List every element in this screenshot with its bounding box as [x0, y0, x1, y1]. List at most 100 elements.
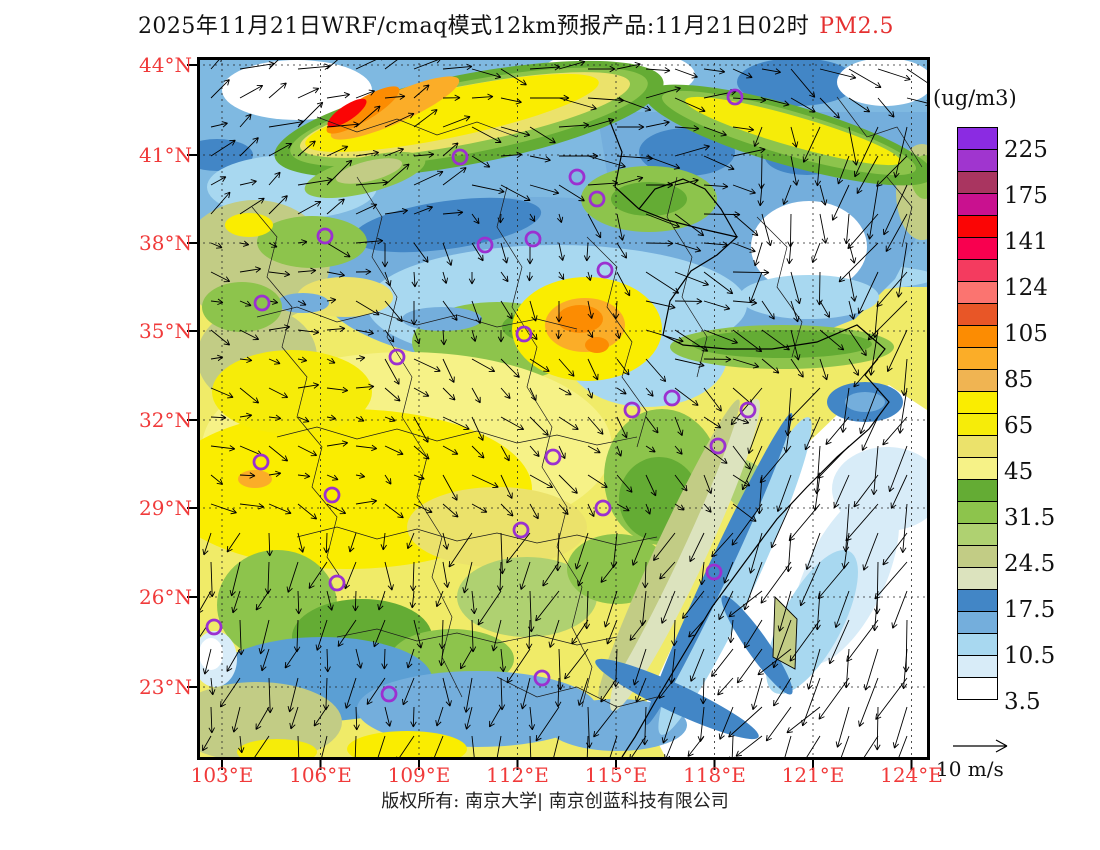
lon-axis-label: 118°E: [683, 763, 746, 787]
wind-arrow: [210, 79, 230, 99]
wind-arrow: [297, 299, 307, 306]
province-border: [886, 176, 913, 248]
wind-arrow: [239, 84, 264, 99]
wind-arrow: [268, 57, 282, 70]
colorbar-cell: [957, 633, 998, 656]
wind-arrow: [471, 242, 484, 262]
wind-arrow: [674, 445, 683, 455]
wind-arrow: [574, 532, 589, 570]
wind-arrow: [354, 735, 357, 760]
wind-arrow: [616, 213, 625, 241]
wind-arrow: [848, 358, 859, 376]
wind-arrow: [209, 677, 216, 696]
wind-arrow: [603, 590, 618, 628]
wind-arrow: [727, 619, 735, 644]
wind-arrow: [761, 97, 790, 107]
wind-arrow: [674, 177, 699, 186]
wind-arrow: [698, 561, 706, 586]
wind-arrow: [208, 706, 215, 734]
colorbar-cell: [957, 523, 998, 546]
colorbar-cell: [957, 171, 998, 194]
wind-arrow: [297, 239, 308, 246]
wind-arrow: [645, 271, 680, 294]
wind-arrow: [470, 590, 478, 615]
wind-arrow: [355, 105, 381, 128]
wind-arrow: [790, 329, 801, 361]
wind-arrow: [535, 706, 560, 742]
wind-arrow: [471, 300, 482, 324]
colorbar-label: 24.5: [1004, 551, 1056, 577]
wind-arrow: [674, 503, 685, 511]
colorbar-cell: [957, 611, 998, 634]
wind-arrow: [736, 648, 763, 684]
wind-arrow: [732, 416, 750, 425]
wind-arrow: [659, 561, 676, 580]
wind-arrow: [355, 444, 378, 452]
wind-arrow: [355, 498, 378, 505]
lat-axis-label: 44°N: [139, 53, 192, 77]
wind-arrow: [645, 445, 656, 453]
wind-arrow: [442, 142, 459, 157]
concentration-region: [197, 682, 342, 760]
wind-arrow: [838, 242, 879, 283]
wind-arrow: [377, 590, 386, 611]
wind-arrow: [406, 648, 415, 669]
wind-arrow: [496, 735, 502, 760]
wind-arrow: [645, 300, 676, 310]
wind-arrow: [732, 184, 756, 195]
city-marker: [568, 168, 586, 186]
wind-arrow: [464, 706, 473, 730]
wind-arrow: [326, 242, 351, 258]
wind-arrow: [268, 241, 278, 248]
wind-arrow: [674, 271, 709, 287]
wind-arrow: [410, 706, 417, 728]
wind-arrow: [268, 445, 289, 462]
wind-arrow: [556, 213, 564, 223]
wind-arrow: [384, 163, 410, 186]
wind-arrow: [848, 329, 867, 357]
wind-arrow: [442, 94, 461, 102]
concentration-region: [330, 76, 460, 140]
wind-arrow: [583, 242, 591, 262]
wind-arrow: [861, 416, 879, 451]
wind-arrow: [210, 354, 224, 362]
wind-arrow: [617, 123, 645, 131]
wind-arrow: [381, 243, 389, 268]
wind-arrow: [326, 325, 346, 333]
city-marker: [533, 669, 551, 687]
wind-arrow: [587, 387, 594, 399]
wind-arrow: [732, 126, 755, 133]
wind-arrow: [616, 445, 623, 457]
wind-arrow: [384, 57, 407, 70]
wind-arrow: [674, 329, 709, 352]
wind-arrow: [231, 706, 241, 733]
wind-arrow: [587, 180, 619, 187]
wind-arrow: [355, 300, 380, 316]
city-marker: [623, 401, 641, 419]
wind-arrow: [210, 139, 236, 157]
lon-axis-label: 124°E: [880, 763, 943, 787]
wind-arrow: [689, 532, 705, 563]
wind-arrow: [384, 561, 394, 591]
wind-arrow: [380, 532, 387, 551]
colorbar-cell: [957, 237, 998, 260]
province-border: [756, 216, 803, 358]
wind-arrow: [500, 271, 509, 283]
wind-arrow: [674, 125, 700, 132]
wind-arrow: [519, 561, 531, 590]
lat-axis-label: 35°N: [139, 319, 192, 343]
wind-arrow: [674, 416, 684, 437]
wind-arrow: [558, 387, 572, 396]
wind-arrow: [297, 416, 310, 423]
concentration-region: [277, 293, 329, 313]
wind-arrow: [409, 590, 416, 609]
wind-arrow: [782, 184, 792, 205]
wind-arrow: [748, 532, 763, 574]
colorbar-label: 10.5: [1004, 643, 1056, 669]
wind-arrow: [645, 213, 680, 229]
wind-arrow: [528, 706, 536, 731]
wind-arrow: [700, 677, 707, 705]
wind-arrow: [674, 242, 702, 253]
wind-arrow: [761, 213, 773, 247]
city-marker: [476, 236, 494, 254]
